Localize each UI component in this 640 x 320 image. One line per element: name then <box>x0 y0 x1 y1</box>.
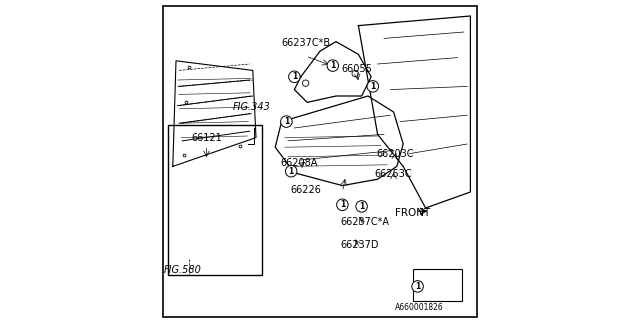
Text: 66237C*B: 66237C*B <box>281 38 330 48</box>
Circle shape <box>412 281 424 292</box>
Text: 0500025: 0500025 <box>428 282 464 291</box>
Circle shape <box>327 60 339 71</box>
Text: 1: 1 <box>370 82 376 91</box>
Text: 1: 1 <box>415 282 420 291</box>
Text: 1: 1 <box>289 167 294 176</box>
Bar <box>413 269 463 301</box>
Text: 1: 1 <box>292 72 297 81</box>
Text: 66237C*A: 66237C*A <box>340 217 389 228</box>
Circle shape <box>280 116 292 127</box>
Text: FIG.343: FIG.343 <box>232 102 270 112</box>
Text: 1: 1 <box>359 202 364 211</box>
Text: 1: 1 <box>340 200 345 209</box>
Text: FRONT: FRONT <box>395 208 431 218</box>
Text: 66208A: 66208A <box>280 158 318 168</box>
Text: 66203C: 66203C <box>376 148 414 159</box>
Text: 66237D: 66237D <box>340 240 380 250</box>
Text: A660001826: A660001826 <box>395 303 444 312</box>
Circle shape <box>285 165 297 177</box>
Bar <box>168 125 262 275</box>
Text: FIG.580: FIG.580 <box>163 265 202 276</box>
Text: 66226: 66226 <box>290 185 321 196</box>
Text: 1: 1 <box>284 117 289 126</box>
Text: 1: 1 <box>330 61 335 70</box>
Text: 66121: 66121 <box>191 132 222 143</box>
Circle shape <box>337 199 348 211</box>
Circle shape <box>289 71 300 83</box>
Text: 66055: 66055 <box>341 64 372 74</box>
Text: 66253C: 66253C <box>375 169 412 180</box>
Circle shape <box>367 81 379 92</box>
Circle shape <box>356 201 367 212</box>
